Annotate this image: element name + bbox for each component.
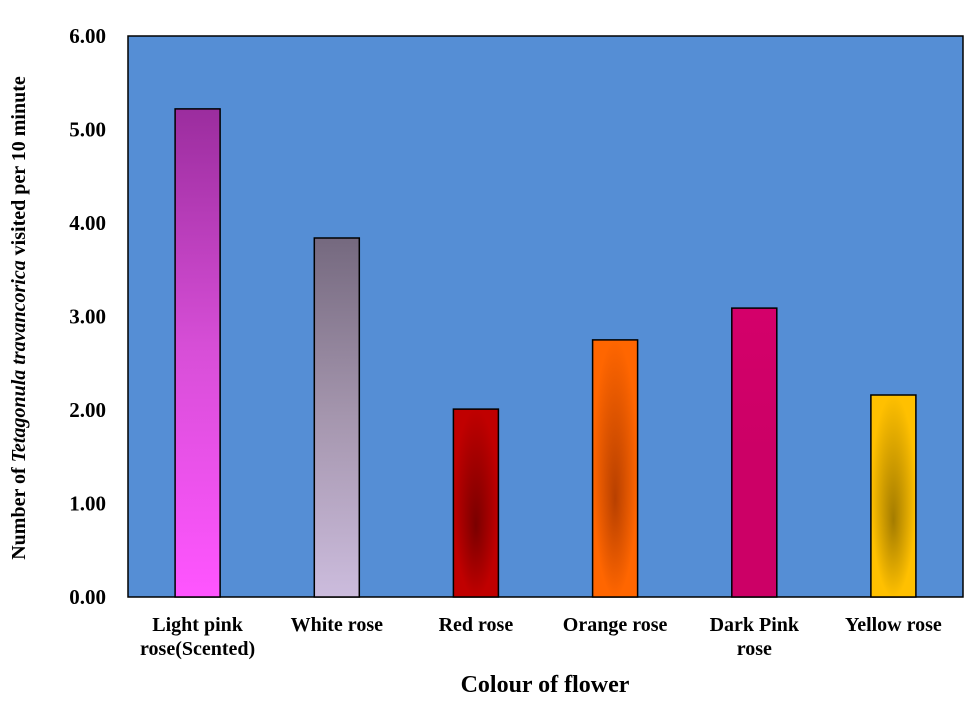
x-tick-label: Light pink rose(Scented) (140, 614, 255, 660)
y-tick-label: 4.00 (69, 211, 106, 235)
y-tick-label: 3.00 (69, 305, 106, 329)
y-axis-title-part3: visited per 10 minute (8, 76, 30, 260)
bar-3 (591, 339, 639, 598)
x-tick-label: Yellow rose (845, 614, 942, 636)
bar-5 (870, 394, 917, 598)
y-tick-label: 1.00 (69, 492, 106, 516)
bar-2 (452, 408, 500, 598)
bar-1 (313, 237, 361, 598)
plot-area (127, 35, 964, 598)
x-tick-label: Orange rose (563, 614, 668, 636)
x-axis-category-labels: Light pink rose(Scented) White rose Red ros… (140, 614, 942, 660)
x-tick-label: White rose (291, 614, 384, 636)
bar-4 (731, 307, 778, 598)
y-axis-title: Number of Tetagonula travancorica visite… (8, 76, 30, 560)
x-tick-label: Dark Pink rose (710, 614, 800, 660)
y-tick-label: 6.00 (69, 24, 106, 48)
bars (174, 108, 917, 598)
y-axis-title-part1: Number of (8, 462, 30, 559)
y-axis-ticks: 0.00 1.00 2.00 3.00 4.00 5.00 6.00 (69, 24, 106, 609)
x-tick-label: Red rose (439, 614, 514, 636)
x-axis-title: Colour of flower (461, 672, 630, 698)
bar-0 (174, 108, 221, 598)
y-tick-label: 5.00 (69, 118, 106, 142)
y-tick-label: 0.00 (69, 585, 106, 609)
y-tick-label: 2.00 (69, 398, 106, 422)
y-axis-title-species: Tetagonula travancorica (8, 260, 30, 462)
